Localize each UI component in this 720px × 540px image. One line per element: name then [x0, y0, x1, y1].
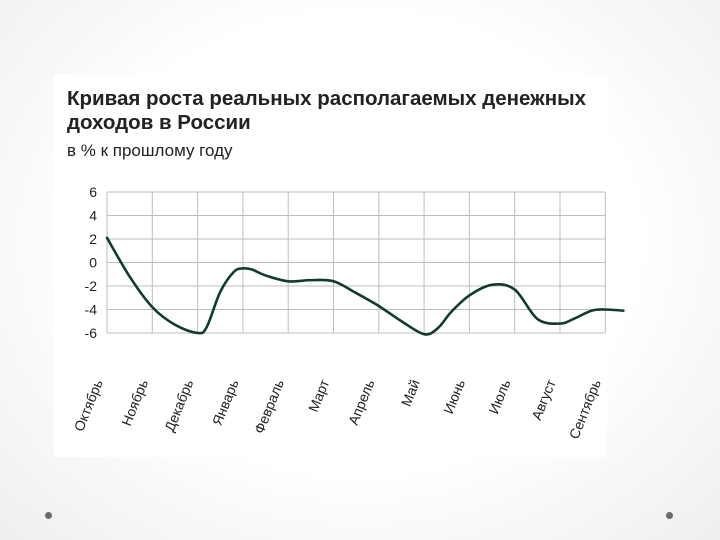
x-tick-label: Сентябрь — [566, 377, 604, 441]
x-tick-label: Апрель — [345, 377, 378, 427]
income-growth-line — [105, 236, 625, 336]
series-group — [105, 236, 625, 336]
y-tick-label: -2 — [85, 278, 98, 294]
x-tick-label: Август — [528, 377, 559, 423]
y-tick-label: 0 — [89, 255, 97, 271]
y-tick-label: -6 — [85, 325, 98, 341]
x-tick-label: Март — [305, 377, 333, 415]
y-axis-ticks: 6 4 2 0 -2 -4 -6 — [85, 184, 98, 341]
slide-left-bullet — [45, 512, 52, 519]
x-tick-label: Февраль — [251, 377, 287, 436]
x-tick-label: Июль — [485, 377, 513, 416]
x-tick-label: Июнь — [440, 377, 468, 416]
x-tick-label: Январь — [209, 377, 242, 427]
y-tick-label: 4 — [89, 208, 97, 224]
x-tick-label: Октябрь — [71, 377, 106, 433]
x-tick-label: Май — [398, 377, 423, 408]
y-tick-label: 2 — [89, 231, 97, 247]
chart-grid — [106, 191, 606, 334]
slide-right-bullet — [666, 512, 673, 519]
x-tick-label: Декабрь — [161, 377, 196, 434]
x-tick-label: Ноябрь — [118, 377, 151, 428]
chart-subtitle: в % к прошлому году — [67, 141, 233, 160]
y-tick-label: 6 — [89, 184, 97, 200]
y-tick-label: -4 — [85, 302, 98, 318]
chart-title: Кривая роста реальных располагаемых дене… — [67, 87, 587, 134]
x-axis-ticks: Октябрь Ноябрь Декабрь Январь Февраль Март Апр… — [71, 377, 604, 442]
